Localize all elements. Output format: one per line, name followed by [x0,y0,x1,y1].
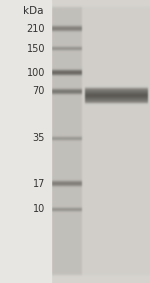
Text: 150: 150 [27,44,45,53]
Text: 70: 70 [33,86,45,97]
Text: 35: 35 [33,133,45,143]
Bar [0,0,51,283]
Text: 10: 10 [33,204,45,214]
Text: 17: 17 [33,179,45,189]
Text: 100: 100 [27,68,45,78]
Text: 210: 210 [27,24,45,34]
Text: kDa: kDa [23,6,43,16]
